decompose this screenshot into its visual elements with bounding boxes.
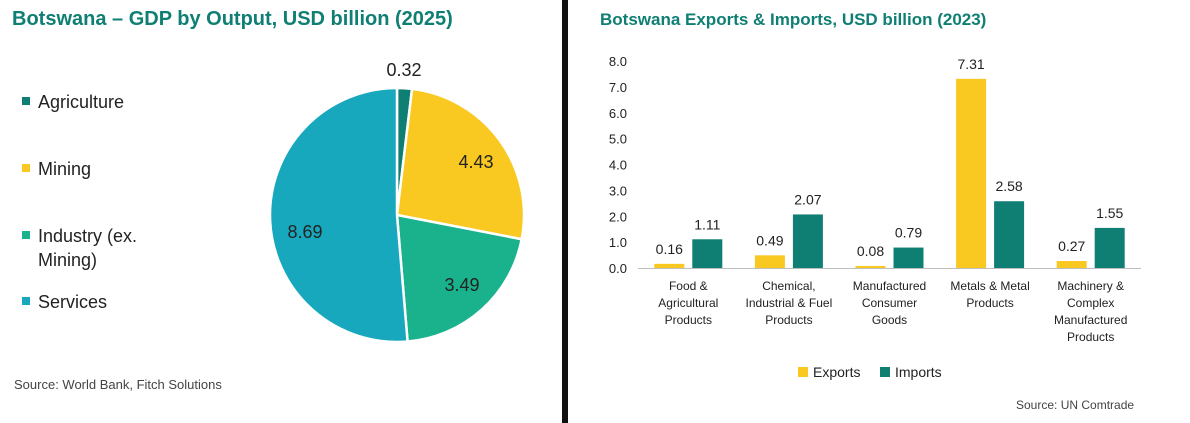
bar-data-label: 7.31 (957, 56, 984, 72)
pie-slice-mining (395, 87, 526, 241)
bar-imports (692, 239, 723, 268)
y-tick-label: 8.0 (609, 54, 627, 69)
legend-swatch-services (22, 297, 30, 306)
bar-imports (792, 214, 823, 268)
legend-industry: Industry (ex. Mining) (22, 224, 137, 272)
x-category-label: Products (765, 313, 812, 327)
legend-label-agriculture: Agriculture (38, 92, 125, 112)
legend-agriculture: Agriculture (22, 90, 124, 114)
legend-services: Services (22, 290, 107, 314)
x-category-label: Food & (669, 279, 708, 293)
x-category-label: Industrial & Fuel (746, 296, 833, 310)
bar-data-label: 0.79 (895, 225, 922, 241)
bar-data-label: 0.16 (656, 241, 683, 257)
bar-imports (994, 201, 1025, 268)
trade-panel: Botswana Exports & Imports, USD billion … (568, 0, 1190, 423)
legend-swatch-exports (798, 367, 808, 377)
y-tick-label: 3.0 (609, 183, 627, 198)
gdp-panel: Botswana – GDP by Output, USD billion (2… (0, 0, 562, 423)
legend-label-exports: Exports (813, 364, 860, 380)
bar-data-label: 0.08 (857, 243, 884, 259)
bar-data-label: 1.11 (694, 216, 720, 232)
y-tick-label: 5.0 (609, 132, 627, 147)
bar-data-label: 1.55 (1096, 205, 1123, 221)
bar-title: Botswana Exports & Imports, USD billion … (600, 10, 987, 29)
legend-label-mining: Mining (38, 159, 92, 179)
legend-label-imports: Imports (895, 364, 942, 380)
bar-data-label: 0.49 (756, 232, 783, 248)
pie-slice-services (268, 86, 409, 344)
x-category-label: Products (1067, 330, 1114, 344)
pie-title: Botswana – GDP by Output, USD billion (2… (12, 8, 453, 30)
legend-swatch-mining (22, 164, 30, 173)
legend-swatch-imports (880, 367, 890, 377)
legend-label-services: Services (38, 292, 108, 312)
bar-exports (956, 78, 987, 268)
pie-slice-industry (395, 213, 524, 343)
bar-data-label: 2.58 (995, 178, 1022, 194)
x-category-label: Products (665, 313, 712, 327)
bar-exports (855, 265, 886, 268)
bar-data-label: 0.27 (1058, 238, 1085, 254)
y-tick-label: 6.0 (609, 106, 627, 121)
bar-source: Source: UN Comtrade (1016, 398, 1135, 412)
x-category-label: Metals & Metal (950, 279, 1029, 293)
x-category-label: Manufactured (1054, 313, 1127, 327)
y-tick-label: 7.0 (609, 80, 627, 95)
y-tick-label: 0.0 (609, 261, 627, 276)
legend-label-industry: Industry (ex. (38, 226, 138, 246)
x-category-label: Chemical, (762, 279, 815, 293)
pie-source: Source: World Bank, Fitch Solutions (14, 377, 222, 392)
legend-swatch-industry (22, 231, 30, 240)
pie-data-label: 4.43 (458, 152, 493, 172)
bar-chart: 0.0 1.0 2.0 3.0 4.0 5.0 6.0 7.0 8.0 0.16 1.11 Food … (609, 54, 1141, 380)
x-category-label: Consumer (862, 296, 917, 310)
x-category-label: Manufactured (853, 279, 926, 293)
legend-mining: Mining (22, 157, 91, 181)
bar-exports (754, 255, 785, 268)
panel-divider (562, 0, 568, 423)
legend-swatch-agriculture (22, 97, 30, 106)
y-tick-label: 2.0 (609, 209, 627, 224)
legend-label-industry-line2: Mining) (38, 250, 98, 270)
pie-data-label: 3.49 (444, 275, 479, 295)
pie-chart: 0.32 4.43 3.49 8.69 (268, 60, 526, 344)
bar-exports (654, 263, 685, 268)
bar-imports (893, 247, 924, 268)
x-category-label: Goods (872, 313, 907, 327)
x-category-label: Products (966, 296, 1013, 310)
y-tick-label: 4.0 (609, 158, 627, 173)
bar-imports (1094, 227, 1125, 268)
pie-data-label: 8.69 (287, 222, 322, 242)
y-tick-label: 1.0 (609, 235, 627, 250)
x-category-label: Machinery & (1057, 279, 1124, 293)
x-category-label: Complex (1067, 296, 1114, 310)
bar-data-label: 2.07 (794, 191, 821, 207)
bar-exports (1056, 261, 1087, 268)
x-category-label: Agricultural (658, 296, 718, 310)
pie-data-label: 0.32 (386, 60, 421, 80)
